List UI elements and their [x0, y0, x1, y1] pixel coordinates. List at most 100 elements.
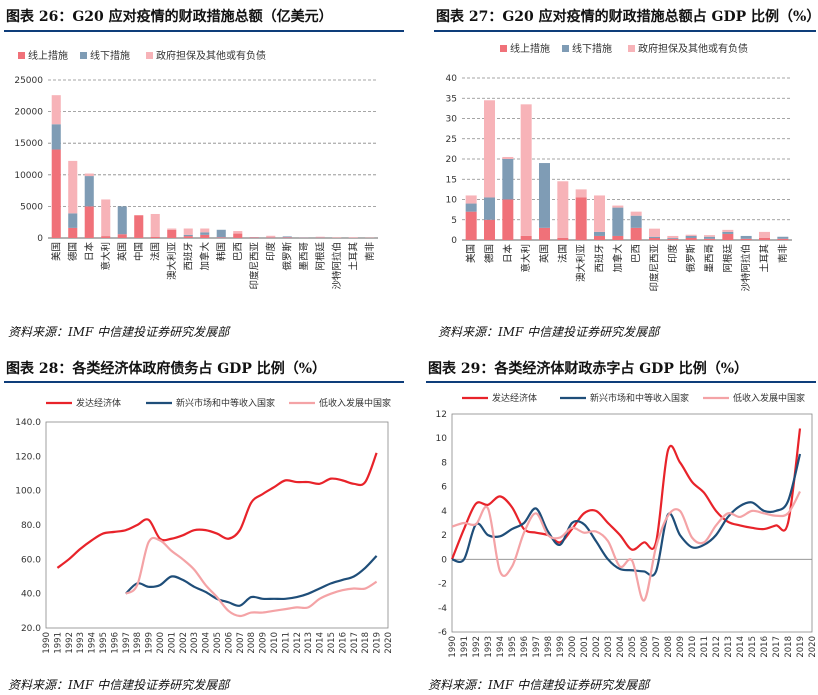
bar-27-2-5 [557, 181, 569, 238]
bar-27-2-12 [685, 234, 697, 236]
x-tick-26: 中国 [133, 242, 145, 261]
y-tick-27: 10 [446, 196, 458, 206]
bar-26-0-3 [101, 236, 111, 238]
x-tick-27: 南非 [777, 244, 789, 264]
y-tick-26: 20000 [14, 108, 43, 118]
y-tick-29: 10 [436, 434, 448, 444]
x-tick-26: 印度 [265, 242, 277, 262]
x-tick-28: 2001 [167, 632, 177, 654]
x-tick-28: 2009 [259, 632, 269, 654]
bar-27-1-4 [539, 163, 550, 228]
bar-27-2-3 [520, 104, 532, 236]
y-tick-26: 10000 [14, 171, 43, 181]
x-tick-29: 1999 [556, 636, 566, 658]
bar-27-2-10 [649, 228, 660, 237]
x-tick-29: 1996 [520, 636, 530, 658]
bar-26-1-14 [282, 236, 292, 238]
bar-27-2-1 [484, 100, 495, 198]
series-line-28-2 [125, 536, 378, 618]
x-tick-29: 2005 [628, 636, 638, 658]
legend-label-26-1: 线下措施 [90, 49, 130, 62]
legend-label-28-2: 低收入发展中国家 [319, 397, 391, 409]
x-tick-28: 1995 [99, 632, 109, 654]
x-tick-27: 意大利 [520, 244, 532, 273]
bar-27-1-9 [630, 215, 642, 228]
legend-swatch-26-1 [80, 52, 87, 59]
y-tick-26: 25000 [14, 76, 43, 86]
bar-27-2-2 [502, 156, 514, 159]
x-tick-29: 2011 [700, 636, 710, 658]
bar-27-2-7 [594, 195, 605, 232]
x-tick-27: 德国 [484, 244, 496, 263]
x-tick-27: 阿根廷 [722, 244, 734, 273]
x-tick-29: 1992 [472, 636, 482, 658]
series-line-29-1 [451, 453, 802, 577]
legend-label-29-2: 低收入发展中国家 [733, 392, 805, 404]
bar-26-0-9 [200, 234, 210, 238]
x-tick-28: 2006 [224, 632, 234, 654]
bar-26-1-0 [51, 124, 61, 150]
bar-26-0-4 [117, 234, 127, 238]
x-tick-29: 2018 [784, 636, 794, 658]
x-tick-28: 1994 [88, 632, 98, 654]
legend-label-27-1: 线下措施 [572, 42, 612, 55]
x-tick-29: 1997 [532, 636, 542, 658]
x-tick-26: 阿根廷 [314, 242, 326, 271]
y-tick-27: 5 [451, 216, 457, 226]
bar-27-0-7 [594, 235, 605, 240]
bar-27-1-8 [612, 207, 624, 236]
x-tick-26: 加拿大 [199, 242, 211, 271]
x-tick-28: 2003 [190, 632, 200, 654]
y-tick-29: 6 [441, 483, 447, 493]
bar-27-1-14 [722, 231, 734, 234]
y-tick-26: 5000 [20, 202, 43, 212]
x-tick-26: 墨西哥 [299, 242, 310, 271]
x-tick-29: 2007 [652, 636, 662, 658]
x-tick-29: 2015 [748, 636, 758, 658]
bar-27-1-0 [465, 203, 477, 212]
x-tick-26: 巴西 [233, 242, 244, 261]
bar-27-0-0 [465, 211, 477, 240]
bar-27-1-11 [667, 237, 679, 239]
source-28: 资料来源：IMF 中信建投证券研究发展部 [8, 678, 230, 692]
x-tick-26: 法国 [149, 242, 161, 261]
bar-27-2-11 [667, 235, 679, 238]
x-tick-26: 英国 [116, 242, 128, 261]
x-tick-27: 沙特阿拉伯 [740, 244, 752, 292]
y-tick-28: 80.0 [21, 521, 41, 531]
x-tick-29: 1998 [544, 636, 554, 658]
x-tick-26: 西班牙 [182, 242, 194, 271]
bar-27-0-11 [667, 238, 679, 240]
chart-title-26: 图表 26：G20 应对疫情的财政措施总额（亿美元） [6, 9, 333, 25]
bar-26-0-14 [282, 237, 292, 238]
x-tick-28: 2000 [156, 632, 166, 654]
x-tick-29: 2006 [640, 636, 650, 658]
y-tick-27: 20 [446, 155, 458, 165]
x-tick-29: 2003 [604, 636, 614, 658]
x-tick-28: 2017 [350, 632, 360, 654]
y-tick-28: 100.0 [15, 487, 41, 497]
x-tick-26: 意大利 [100, 242, 112, 271]
x-tick-28: 2019 [373, 632, 383, 654]
bar-27-0-2 [502, 199, 514, 240]
chart-title-29: 图表 29：各类经济体财政赤字占 GDP 比例（%） [428, 361, 749, 377]
x-tick-29: 2020 [808, 636, 818, 658]
x-tick-28: 1999 [145, 632, 155, 654]
y-tick-29: -6 [438, 628, 447, 638]
y-tick-28: 60.0 [21, 555, 41, 565]
bar-27-2-8 [612, 205, 624, 208]
x-tick-28: 1996 [110, 632, 120, 654]
x-tick-28: 1991 [53, 632, 63, 654]
bar-27-0-5 [557, 237, 569, 240]
x-tick-28: 2020 [384, 632, 394, 654]
x-tick-27: 巴西 [631, 244, 642, 263]
legend-swatch-27-1 [562, 45, 569, 52]
source-27: 资料来源：IMF 中信建投证券研究发展部 [438, 325, 660, 339]
x-tick-28: 2008 [247, 632, 257, 654]
bar-26-0-11 [233, 233, 243, 238]
x-tick-29: 2001 [580, 636, 590, 658]
bar-27-1-12 [685, 235, 697, 238]
x-tick-28: 1990 [42, 632, 52, 654]
series-line-29-0 [450, 428, 802, 560]
bar-26-1-1 [68, 213, 78, 228]
